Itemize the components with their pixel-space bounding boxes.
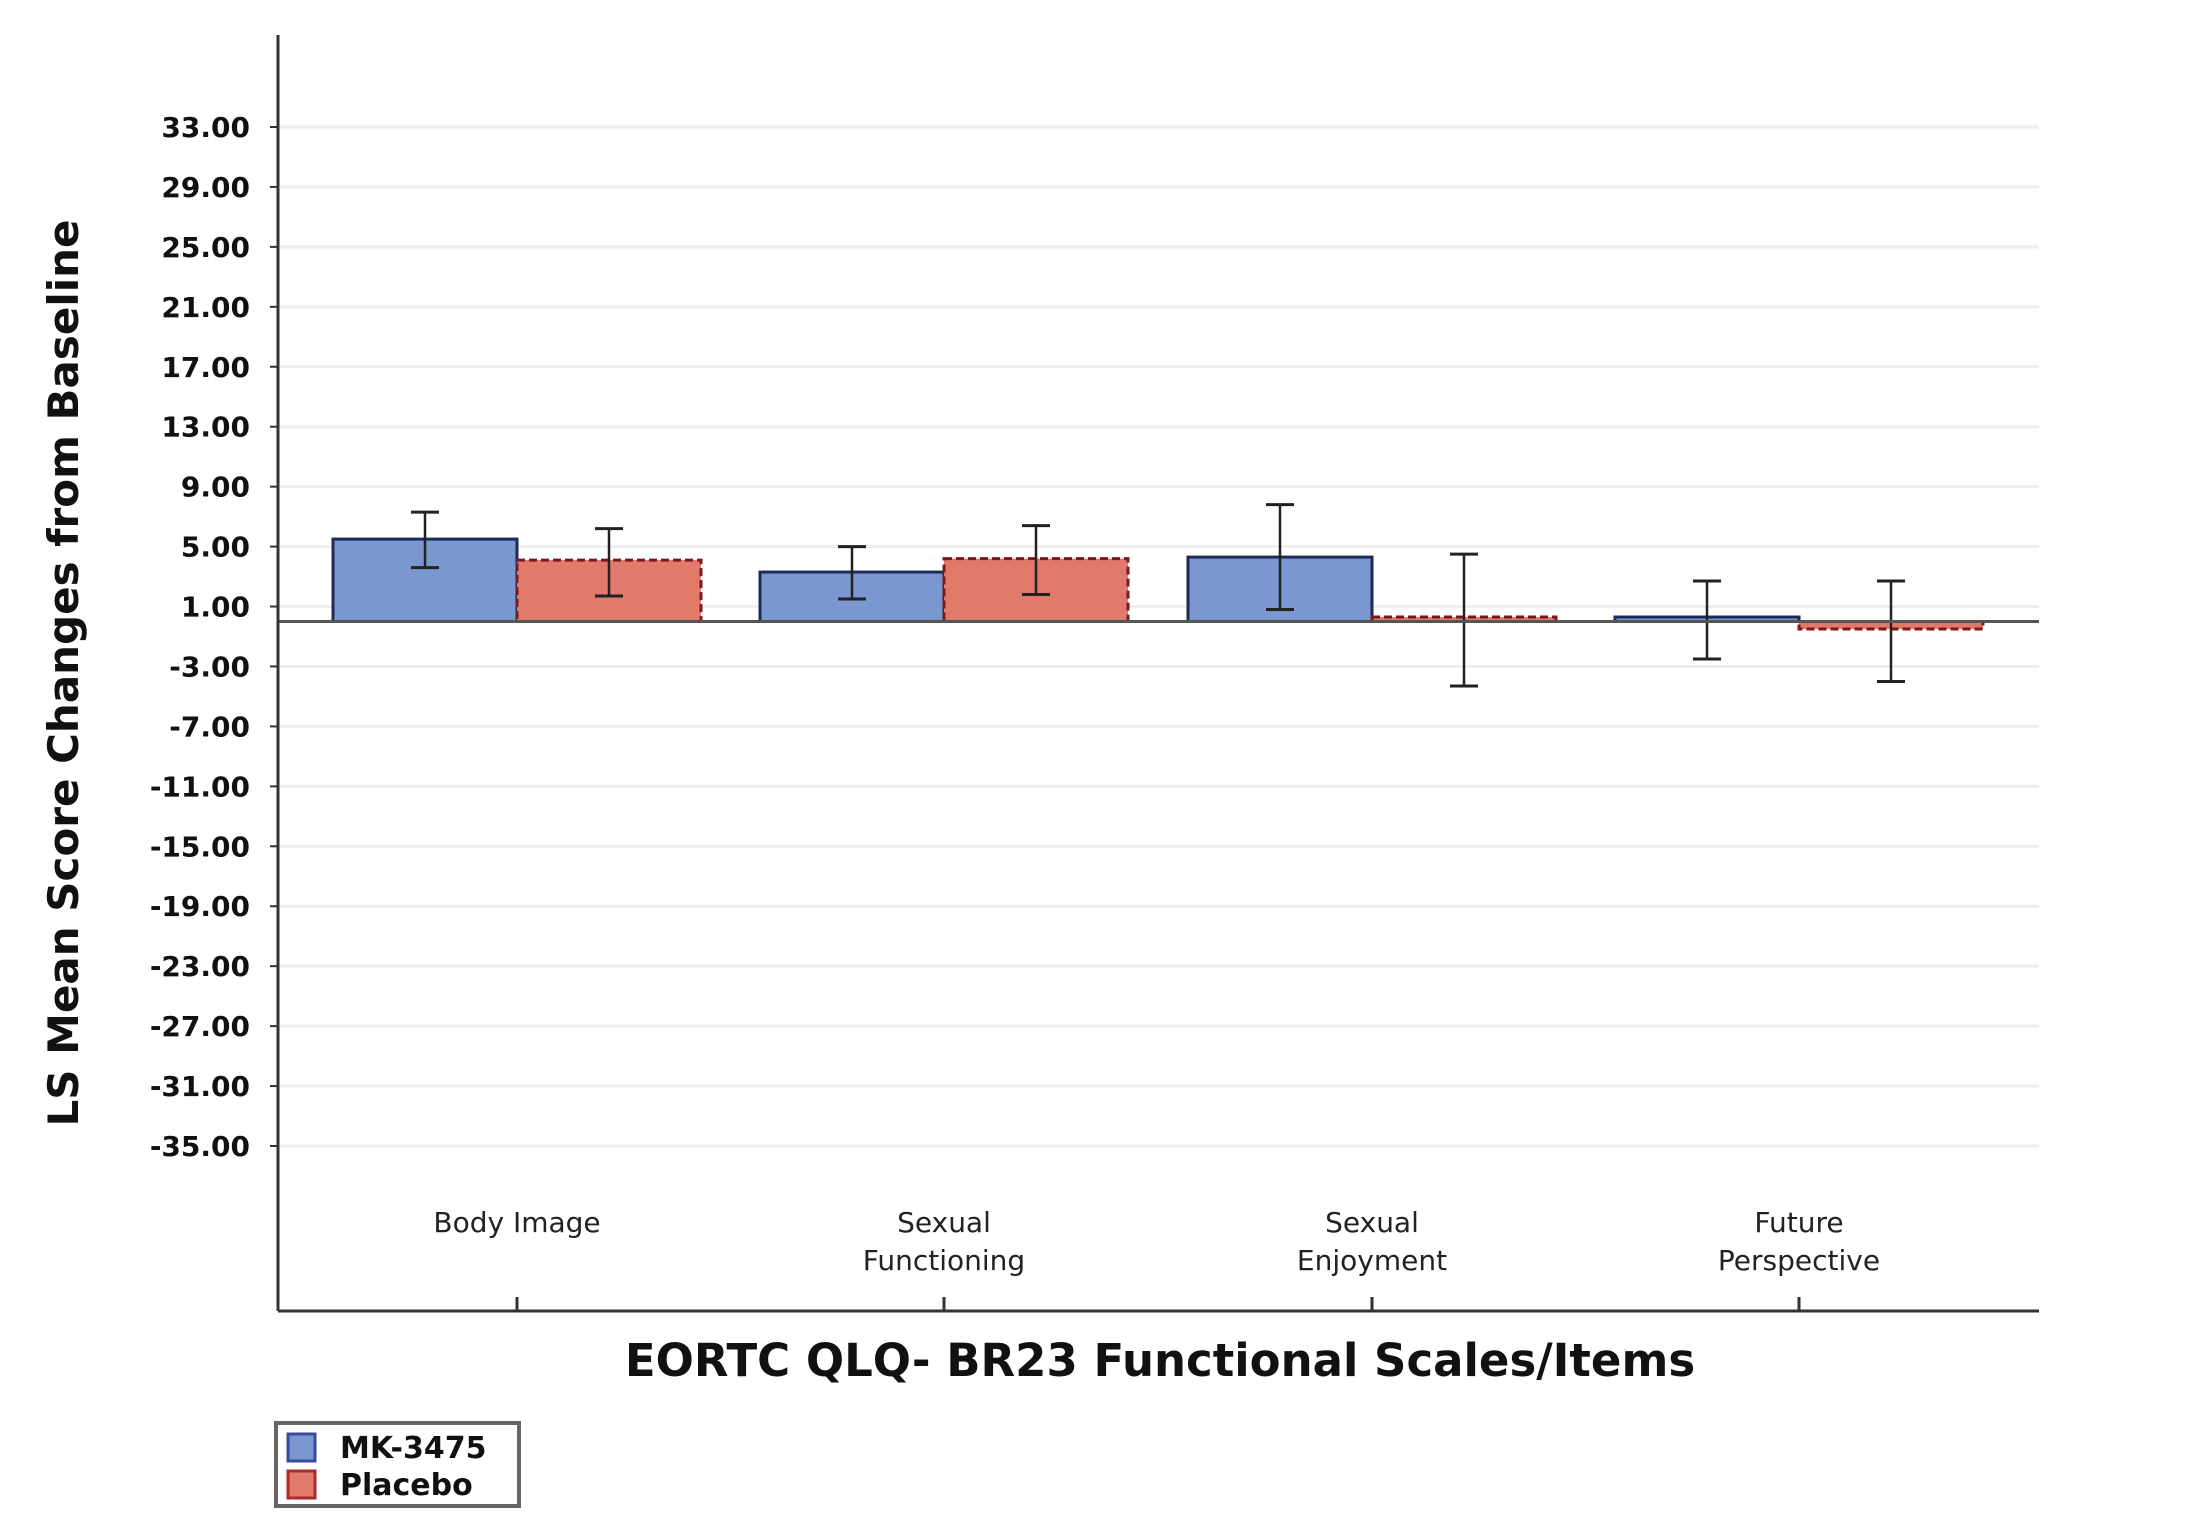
y-tick-label: 33.00	[161, 111, 250, 144]
y-tick-label: 13.00	[161, 411, 250, 444]
y-tick-label: 17.00	[161, 351, 250, 384]
y-tick-label: -31.00	[150, 1070, 250, 1103]
legend-label-placebo: Placebo	[340, 1468, 473, 1503]
y-tick-label: -11.00	[150, 770, 250, 803]
y-tick-label: 9.00	[181, 471, 250, 504]
gridlines	[280, 125, 2039, 1148]
x-tick-label: Body Image	[433, 1206, 600, 1239]
y-tick-label: -23.00	[150, 950, 250, 983]
x-tick-label: Enjoyment	[1297, 1244, 1447, 1277]
y-tick-label: -15.00	[150, 830, 250, 863]
x-tick-label: Functioning	[863, 1244, 1025, 1277]
y-tick-label: -35.00	[150, 1130, 250, 1163]
legend-swatch-placebo	[286, 1469, 317, 1500]
x-tick-label: Sexual	[1325, 1206, 1419, 1239]
x-tick-labels: Body Image Sexual Functioning Sexual Enjoyme…	[433, 1206, 1880, 1311]
bars	[331, 537, 1985, 631]
y-tick-label: -27.00	[150, 1010, 250, 1043]
y-tick-label: 21.00	[161, 291, 250, 324]
x-tick-label: Future	[1754, 1206, 1843, 1239]
y-tick-label: -19.00	[150, 890, 250, 923]
x-tick-label: Sexual	[897, 1206, 991, 1239]
y-tick-label: -7.00	[169, 710, 250, 743]
legend-swatch-mk-3475	[286, 1432, 317, 1463]
legend-label-mk-3475: MK-3475	[340, 1431, 486, 1466]
x-tick-label: Perspective	[1718, 1244, 1880, 1277]
y-tick-label: -3.00	[169, 650, 250, 683]
legend: MK-3475 Placebo	[274, 1421, 521, 1508]
y-tick-label: 1.00	[181, 591, 250, 624]
y-tick-label: 29.00	[161, 171, 250, 204]
y-tick-label: 25.00	[161, 231, 250, 264]
x-axis-label: EORTC QLQ- BR23 Functional Scales/Items	[625, 1334, 1695, 1387]
y-tick-label: 5.00	[181, 531, 250, 564]
y-tick-labels: 33.00 29.00 25.00 21.00 17.00 13.00 9.00 5.00 1.…	[150, 111, 278, 1163]
y-axis-label: LS Mean Score Changes from Baseline	[39, 220, 88, 1127]
